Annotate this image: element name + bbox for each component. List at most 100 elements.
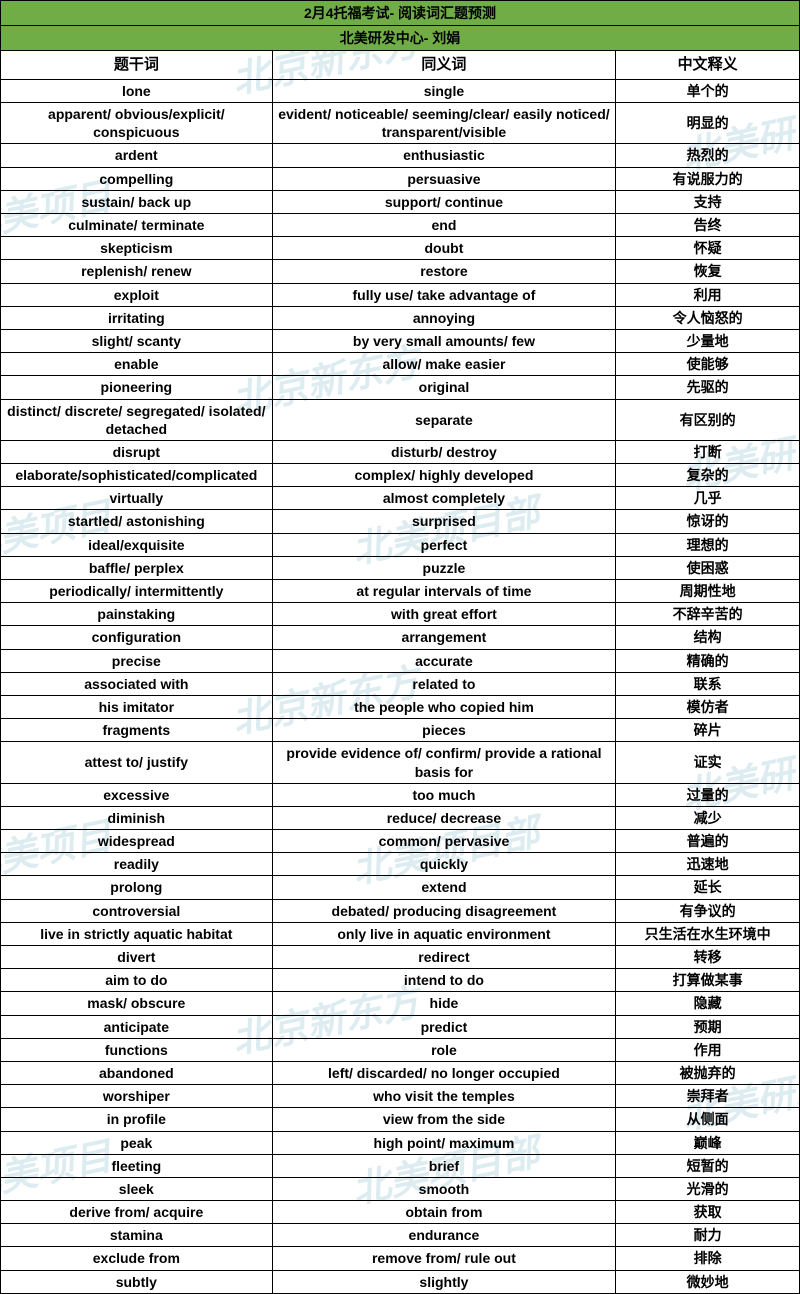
cell-c3: 普遍的 [616, 830, 800, 853]
cell-c1: fragments [1, 719, 273, 742]
cell-c1: live in strictly aquatic habitat [1, 922, 273, 945]
cell-c3: 被抛弃的 [616, 1061, 800, 1084]
cell-c2: evident/ noticeable/ seeming/clear/ easi… [272, 103, 616, 144]
cell-c2: complex/ highly developed [272, 464, 616, 487]
table-row: derive from/ acquireobtain from获取 [1, 1201, 800, 1224]
cell-c1: culminate/ terminate [1, 214, 273, 237]
cell-c1: apparent/ obvious/explicit/ conspicuous [1, 103, 273, 144]
cell-c2: at regular intervals of time [272, 580, 616, 603]
cell-c2: hide [272, 992, 616, 1015]
cell-c3: 打断 [616, 440, 800, 463]
cell-c3: 不辞辛苦的 [616, 603, 800, 626]
cell-c3: 迅速地 [616, 853, 800, 876]
cell-c2: only live in aquatic environment [272, 922, 616, 945]
cell-c1: stamina [1, 1224, 273, 1247]
cell-c2: end [272, 214, 616, 237]
cell-c3: 碎片 [616, 719, 800, 742]
table-row: controversialdebated/ producing disagree… [1, 899, 800, 922]
cell-c1: fleeting [1, 1154, 273, 1177]
cell-c2: annoying [272, 306, 616, 329]
header-col3: 中文释义 [616, 51, 800, 80]
table-row: live in strictly aquatic habitatonly liv… [1, 922, 800, 945]
cell-c3: 证实 [616, 742, 800, 783]
table-row: configurationarrangement结构 [1, 626, 800, 649]
table-row: sustain/ back upsupport/ continue支持 [1, 190, 800, 213]
cell-c1: readily [1, 853, 273, 876]
header-col1: 题干词 [1, 51, 273, 80]
cell-c3: 惊讶的 [616, 510, 800, 533]
table-row: culminate/ terminateend告终 [1, 214, 800, 237]
cell-c2: enthusiastic [272, 144, 616, 167]
cell-c1: compelling [1, 167, 273, 190]
cell-c2: surprised [272, 510, 616, 533]
cell-c2: puzzle [272, 556, 616, 579]
table-row: periodically/ intermittentlyat regular i… [1, 580, 800, 603]
table-row: subtlyslightly微妙地 [1, 1270, 800, 1293]
cell-c3: 模仿者 [616, 695, 800, 718]
cell-c1: sleek [1, 1177, 273, 1200]
table-row: painstakingwith great effort不辞辛苦的 [1, 603, 800, 626]
cell-c1: mask/ obscure [1, 992, 273, 1015]
cell-c3: 利用 [616, 283, 800, 306]
cell-c3: 少量地 [616, 329, 800, 352]
cell-c1: enable [1, 353, 273, 376]
cell-c2: brief [272, 1154, 616, 1177]
table-row: worshiperwho visit the temples崇拜者 [1, 1085, 800, 1108]
table-row: aim to dointend to do打算做某事 [1, 969, 800, 992]
table-row: staminaendurance耐力 [1, 1224, 800, 1247]
table-row: ideal/exquisiteperfect理想的 [1, 533, 800, 556]
cell-c1: aim to do [1, 969, 273, 992]
cell-c3: 预期 [616, 1015, 800, 1038]
cell-c3: 令人恼怒的 [616, 306, 800, 329]
cell-c3: 先驱的 [616, 376, 800, 399]
cell-c3: 明显的 [616, 103, 800, 144]
table-row: functionsrole作用 [1, 1038, 800, 1061]
cell-c2: accurate [272, 649, 616, 672]
cell-c2: almost completely [272, 487, 616, 510]
cell-c3: 单个的 [616, 79, 800, 102]
cell-c3: 减少 [616, 806, 800, 829]
table-row: peakhigh point/ maximum巅峰 [1, 1131, 800, 1154]
cell-c3: 获取 [616, 1201, 800, 1224]
cell-c2: support/ continue [272, 190, 616, 213]
cell-c3: 耐力 [616, 1224, 800, 1247]
cell-c3: 转移 [616, 946, 800, 969]
cell-c2: role [272, 1038, 616, 1061]
cell-c3: 只生活在水生环境中 [616, 922, 800, 945]
cell-c3: 热烈的 [616, 144, 800, 167]
cell-c2: view from the side [272, 1108, 616, 1131]
cell-c3: 使能够 [616, 353, 800, 376]
cell-c1: virtually [1, 487, 273, 510]
table-row: enableallow/ make easier使能够 [1, 353, 800, 376]
cell-c1: exploit [1, 283, 273, 306]
cell-c1: excessive [1, 783, 273, 806]
table-row: excessivetoo much过量的 [1, 783, 800, 806]
cell-c2: reduce/ decrease [272, 806, 616, 829]
cell-c3: 告终 [616, 214, 800, 237]
table-row: abandonedleft/ discarded/ no longer occu… [1, 1061, 800, 1084]
table-row: elaborate/sophisticated/complicatedcompl… [1, 464, 800, 487]
cell-c1: startled/ astonishing [1, 510, 273, 533]
table-row: sleeksmooth光滑的 [1, 1177, 800, 1200]
cell-c1: slight/ scanty [1, 329, 273, 352]
table-row: startled/ astonishingsurprised惊讶的 [1, 510, 800, 533]
cell-c2: with great effort [272, 603, 616, 626]
table-row: anticipatepredict预期 [1, 1015, 800, 1038]
cell-c2: debated/ producing disagreement [272, 899, 616, 922]
cell-c3: 复杂的 [616, 464, 800, 487]
cell-c3: 怀疑 [616, 237, 800, 260]
cell-c2: left/ discarded/ no longer occupied [272, 1061, 616, 1084]
cell-c3: 过量的 [616, 783, 800, 806]
table-row: in profileview from the side从侧面 [1, 1108, 800, 1131]
cell-c3: 巅峰 [616, 1131, 800, 1154]
cell-c2: common/ pervasive [272, 830, 616, 853]
cell-c2: provide evidence of/ confirm/ provide a … [272, 742, 616, 783]
cell-c1: skepticism [1, 237, 273, 260]
table-row: pioneeringoriginal先驱的 [1, 376, 800, 399]
table-row: fragmentspieces碎片 [1, 719, 800, 742]
cell-c1: abandoned [1, 1061, 273, 1084]
cell-c1: baffle/ perplex [1, 556, 273, 579]
cell-c3: 精确的 [616, 649, 800, 672]
cell-c1: widespread [1, 830, 273, 853]
cell-c2: fully use/ take advantage of [272, 283, 616, 306]
